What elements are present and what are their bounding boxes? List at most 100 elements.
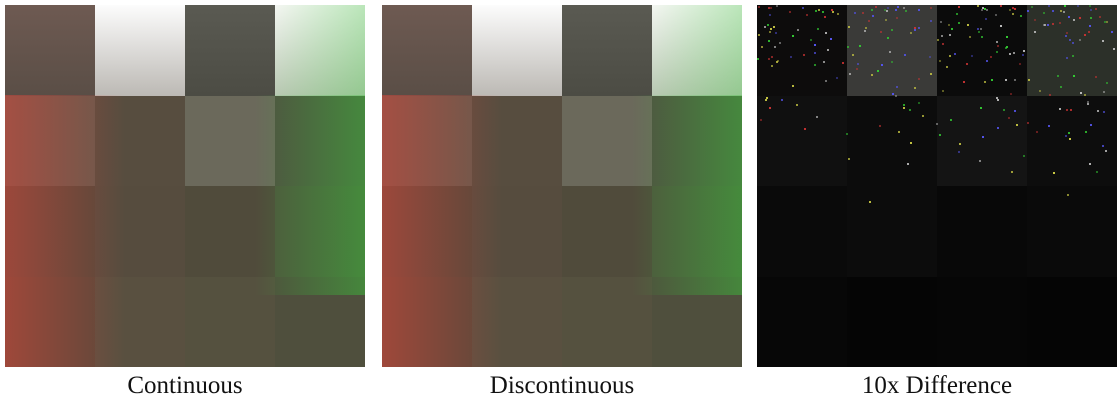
noise — [1019, 63, 1021, 65]
noise — [869, 201, 871, 203]
noise — [1106, 82, 1108, 84]
noise — [1068, 16, 1070, 18]
noise — [914, 27, 916, 29]
noise — [871, 9, 873, 11]
noise — [892, 93, 894, 95]
noise — [792, 35, 794, 37]
noise — [997, 127, 999, 129]
noise — [859, 45, 861, 47]
noise — [1080, 92, 1082, 94]
noise — [914, 29, 916, 31]
noise — [991, 79, 993, 81]
noise — [758, 34, 760, 36]
noise — [949, 55, 951, 57]
caption: Discontinuous — [382, 372, 742, 400]
noise — [1016, 124, 1018, 126]
noise — [930, 7, 932, 9]
cell — [937, 186, 1027, 277]
noise — [1102, 40, 1104, 42]
noise — [922, 115, 924, 117]
noise — [781, 99, 783, 101]
noise — [804, 128, 806, 130]
noise — [949, 34, 951, 36]
noise — [898, 131, 900, 133]
noise — [958, 6, 960, 8]
noise — [959, 143, 961, 145]
noise — [896, 17, 898, 19]
noise — [1090, 124, 1092, 126]
noise — [918, 102, 920, 104]
noise — [1039, 90, 1041, 92]
noise — [914, 87, 916, 89]
cell — [757, 277, 847, 368]
noise — [842, 62, 844, 64]
noise — [1006, 36, 1008, 38]
cell — [562, 5, 652, 96]
noise — [1090, 17, 1092, 19]
noise — [816, 116, 818, 118]
noise — [971, 55, 973, 57]
noise — [1097, 110, 1099, 112]
noise — [1052, 23, 1054, 25]
noise — [769, 14, 771, 16]
noise — [792, 85, 794, 87]
noise — [790, 56, 792, 58]
noise — [1036, 131, 1038, 133]
noise — [880, 31, 882, 33]
noise — [868, 20, 870, 22]
noise — [910, 32, 912, 34]
noise — [1103, 91, 1105, 93]
noise — [1009, 53, 1011, 55]
noise — [856, 68, 858, 70]
noise — [1070, 109, 1072, 111]
noise — [1013, 52, 1015, 54]
noise — [1088, 31, 1090, 33]
noise — [946, 66, 948, 68]
cell — [382, 5, 472, 96]
noise — [936, 123, 938, 125]
noise — [846, 133, 848, 135]
noise — [980, 28, 982, 30]
noise — [984, 8, 986, 10]
noise — [1047, 24, 1049, 26]
noise — [1009, 9, 1011, 11]
caption: 10x Difference — [757, 372, 1117, 400]
noise — [769, 107, 771, 109]
noise — [848, 158, 850, 160]
cell — [5, 5, 95, 96]
noise — [1068, 132, 1070, 134]
noise — [1000, 5, 1002, 7]
noise — [864, 30, 866, 32]
noise — [1057, 75, 1059, 77]
noise — [814, 52, 816, 54]
noise — [941, 35, 943, 37]
noise — [981, 36, 983, 38]
noise — [905, 10, 907, 12]
noise — [814, 64, 816, 66]
noise — [1011, 171, 1013, 173]
noise — [1084, 34, 1086, 36]
noise — [1111, 31, 1113, 33]
noise — [1063, 11, 1065, 13]
noise — [990, 56, 992, 58]
noise — [1089, 163, 1091, 165]
noise — [1103, 111, 1105, 113]
noise — [1027, 122, 1029, 124]
noise — [903, 107, 905, 109]
figure: Continuous Discontinuous 10x Difference — [0, 0, 1118, 411]
cell — [847, 277, 937, 368]
noise — [824, 16, 826, 18]
noise — [1006, 46, 1008, 48]
noise — [1084, 94, 1086, 96]
noise — [1065, 35, 1067, 37]
render-difference — [757, 5, 1117, 367]
noise — [1069, 138, 1071, 140]
cell — [847, 186, 937, 277]
noise — [779, 42, 781, 44]
noise — [1096, 171, 1098, 173]
noise — [871, 74, 873, 76]
noise — [951, 28, 953, 30]
noise — [1028, 79, 1030, 81]
noise — [1060, 86, 1062, 88]
noise — [765, 99, 767, 101]
